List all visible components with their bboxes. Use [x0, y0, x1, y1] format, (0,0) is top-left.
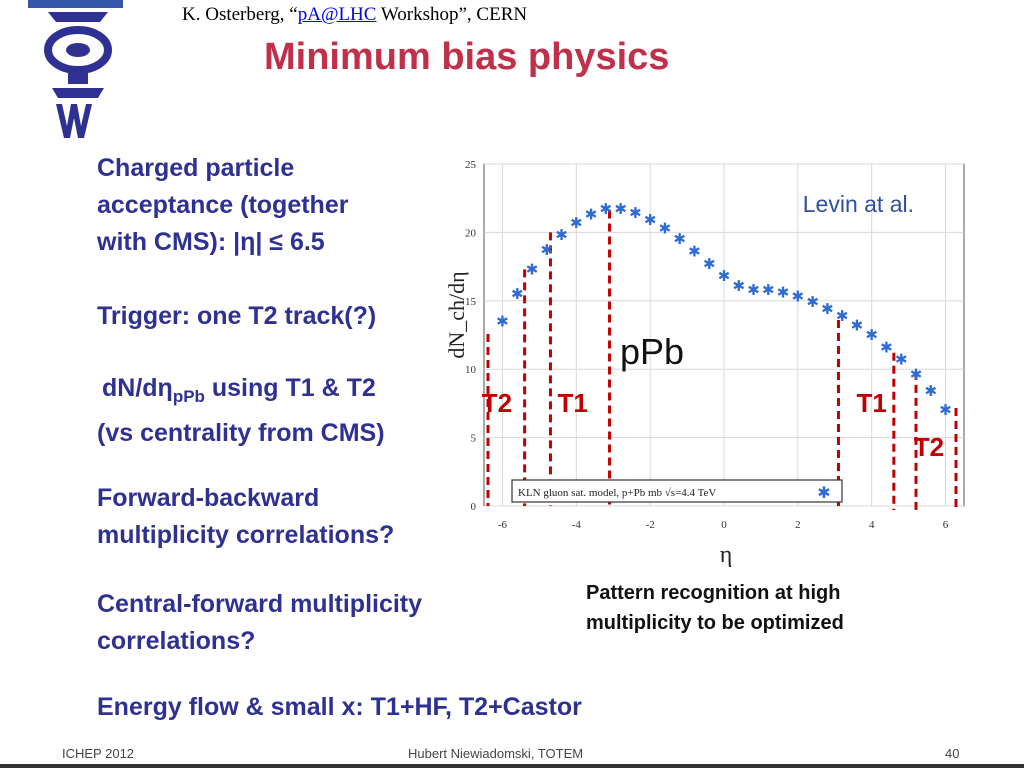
y-axis-label: dN_ch/dη	[444, 271, 469, 358]
x-tick-label: 4	[869, 519, 875, 531]
data-point: ✱	[792, 289, 805, 306]
bullet-dndeta: dN/dηpPb using T1 & T2 (vs centrality fr…	[97, 370, 385, 452]
bullet-acceptance: Charged particle acceptance (together wi…	[97, 150, 348, 261]
bullet-line: Central-forward multiplicity	[97, 590, 423, 618]
region-label: T2	[482, 388, 512, 418]
y-tick-label: 0	[471, 501, 477, 513]
dndeta-chart: -6 -4 -2 0 2 4 6 0 5 10 15 20 25 η dN_ch/dη Levin at al…	[440, 150, 980, 570]
data-point: ✱	[555, 227, 568, 244]
totem-logo	[28, 0, 123, 138]
caption-line: multiplicity to be optimized	[586, 612, 844, 634]
data-point: ✱	[880, 339, 893, 356]
legend-box	[511, 479, 843, 503]
x-tick-label: 2	[795, 519, 801, 531]
dndeta-subscript: pPb	[172, 387, 205, 406]
data-point: ✱	[732, 278, 745, 295]
chart-caption: Pattern recognition at high multiplicity…	[586, 578, 844, 638]
data-point: ✱	[924, 383, 937, 400]
bullet-trigger: Trigger: one T2 track(?)	[97, 298, 376, 335]
workshop-link[interactable]: pA@LHC	[297, 4, 377, 25]
legend-label: KLN gluon sat. model, p+Pb mb √s=4.4 TeV	[518, 487, 716, 499]
data-point: ✱	[673, 231, 686, 248]
model-annotation: Levin at al.	[803, 191, 914, 217]
x-axis-label: η	[720, 542, 733, 568]
data-point: ✱	[762, 282, 775, 299]
bullet-line: Trigger: one T2 track(?)	[97, 302, 377, 330]
region-label: T1	[857, 388, 887, 418]
bullet-line: dN/dηpPb using T1 & T2	[102, 370, 385, 415]
bullet-line: correlations?	[97, 627, 256, 655]
x-tick-label: 0	[721, 519, 727, 531]
data-point: ✱	[585, 207, 598, 224]
footer-divider	[0, 764, 1024, 768]
data-point: ✱	[644, 212, 657, 229]
slide-title: Minimum bias physics	[264, 36, 670, 78]
footer-event: ICHEP 2012	[62, 746, 135, 761]
data-point: ✱	[496, 313, 509, 330]
x-tick-label: 6	[943, 519, 949, 531]
data-point: ✱	[910, 367, 923, 384]
credit-suffix: Workshop”, CERN	[376, 4, 528, 25]
bullet-central-forward: Central-forward multiplicity correlation…	[97, 586, 422, 660]
credit-prefix: K. Osterberg, “	[182, 4, 298, 25]
x-tick-label: -2	[646, 519, 655, 531]
bullet-line: Charged particle	[97, 154, 295, 182]
data-point: ✱	[851, 317, 864, 334]
data-point: ✱	[511, 286, 524, 303]
y-tick-label: 15	[465, 296, 477, 308]
legend-marker: ✱	[817, 485, 830, 502]
data-point: ✱	[747, 282, 760, 299]
data-point: ✱	[895, 352, 908, 369]
data-point: ✱	[806, 294, 819, 311]
data-point: ✱	[718, 268, 731, 285]
data-point: ✱	[836, 308, 849, 325]
bullet-line: Forward-backward	[97, 484, 320, 512]
data-point: ✱	[526, 261, 539, 278]
footer-author: Hubert Niewiadomski, TOTEM	[408, 746, 584, 761]
footer-page-number: 40	[945, 746, 960, 761]
bullet-forward-backward: Forward-backward multiplicity correlatio…	[97, 480, 394, 554]
data-point: ✱	[688, 244, 701, 261]
data-point: ✱	[659, 220, 672, 237]
bullet-line: with CMS): |η| ≤ 6.5	[97, 228, 325, 256]
bullet-line: acceptance (together	[97, 191, 349, 219]
data-point: ✱	[703, 256, 716, 273]
bullet-line: Energy flow & small x: T1+HF, T2+Castor	[97, 693, 582, 721]
caption-line: Pattern recognition at high	[586, 582, 841, 604]
data-point: ✱	[939, 402, 952, 419]
system-annotation: pPb	[620, 331, 684, 372]
data-point: ✱	[821, 301, 834, 318]
data-point: ✱	[570, 215, 583, 232]
dndeta-text-post: using T1 & T2	[204, 374, 376, 402]
data-point: ✱	[614, 201, 627, 218]
x-tick-label: -4	[572, 519, 582, 531]
y-tick-label: 10	[465, 364, 477, 376]
region-label: T2	[914, 432, 944, 462]
x-tick-label: -6	[498, 519, 508, 531]
data-point: ✱	[540, 242, 553, 259]
chart-svg: -6 -4 -2 0 2 4 6 0 5 10 15 20 25 η dN_ch/dη Levin at al…	[444, 159, 965, 568]
bullet-line: multiplicity correlations?	[97, 521, 395, 549]
bullet-line: (vs centrality from CMS)	[97, 419, 385, 447]
region-label: T1	[557, 388, 587, 418]
y-tick-label: 5	[471, 433, 477, 445]
data-point: ✱	[600, 201, 613, 218]
dndeta-text: dN/dη	[102, 374, 173, 402]
data-point: ✱	[865, 327, 878, 344]
header-credit: K. Osterberg, “pA@LHC Workshop”, CERN	[182, 4, 527, 26]
y-tick-label: 20	[465, 227, 477, 239]
data-point: ✱	[629, 205, 642, 222]
bullet-energy-flow: Energy flow & small x: T1+HF, T2+Castor	[97, 689, 582, 726]
y-tick-label: 25	[465, 159, 477, 171]
data-point: ✱	[777, 285, 790, 302]
